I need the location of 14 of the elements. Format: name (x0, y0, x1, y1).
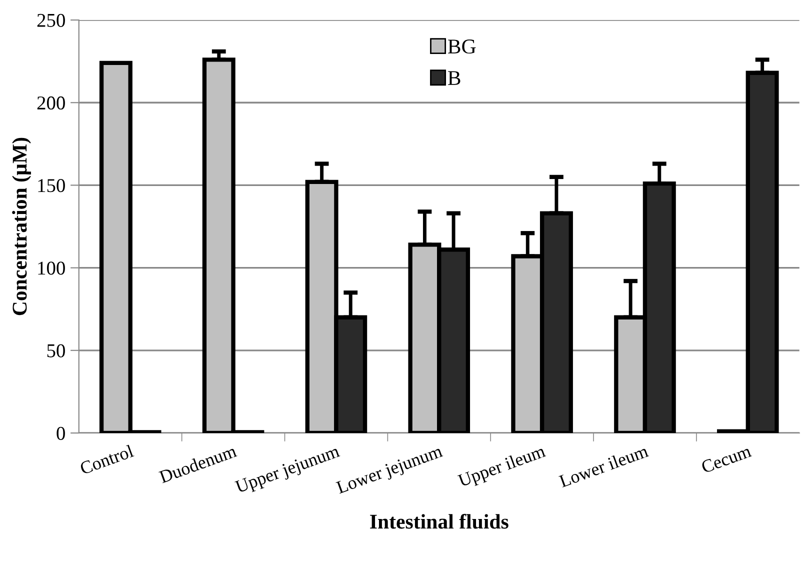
x-tick-label: Cecum (700, 444, 752, 474)
legend-label: B (448, 71, 460, 85)
x-tick-label: Upper ileum (457, 444, 548, 490)
y-tick-label: 0 (56, 426, 65, 440)
x-axis-title: Intestinal fluids (370, 514, 508, 529)
y-tick-label: 150 (38, 179, 65, 192)
y-tick-label: 200 (37, 96, 65, 110)
y-tick-label: 100 (38, 262, 65, 275)
y-axis-title: Concentration (µM) (12, 138, 31, 316)
y-tick-label: 250 (37, 14, 65, 27)
x-tick-label: Lower ileum (558, 444, 650, 488)
y-tick-label: 50 (47, 344, 65, 358)
legend-label: BG (448, 40, 476, 54)
x-tick-label: Control (79, 444, 134, 475)
